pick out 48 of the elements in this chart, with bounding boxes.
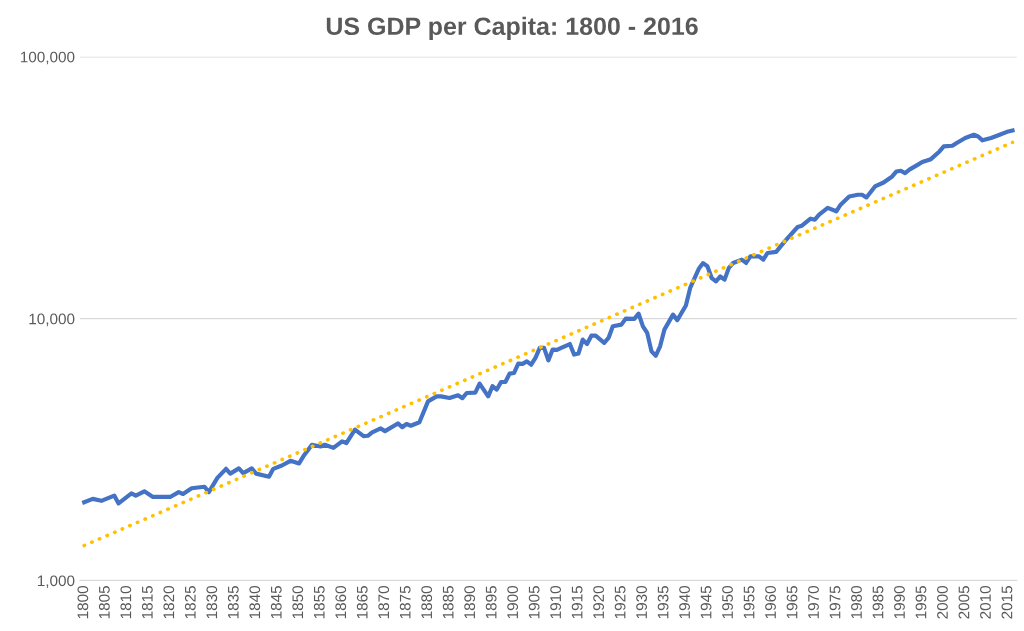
x-tick-label: 1940 — [679, 585, 690, 619]
x-tick-label: 1925 — [614, 586, 626, 619]
x-tick-label: 1835 — [227, 586, 239, 619]
x-tick-label: 1805 — [98, 586, 110, 619]
y-tick-label: 10,000 — [29, 313, 75, 327]
x-tick-label: 2010 — [980, 585, 991, 619]
x-tick-label: 1930 — [636, 585, 648, 619]
x-tick-label: 1845 — [270, 586, 282, 619]
x-tick-label: 1815 — [141, 586, 153, 619]
x-tick-label: 1885 — [442, 586, 454, 619]
x-tick-label: 1960 — [765, 585, 776, 619]
x-tick-label: 1800 — [77, 585, 89, 619]
x-tick-label: 1970 — [808, 585, 819, 619]
x-tick-label: 1865 — [356, 586, 368, 619]
x-tick-label: 2000 — [937, 585, 948, 619]
x-tick-label: 1890 — [464, 585, 476, 619]
x-tick-label: 1935 — [657, 586, 669, 619]
x-tick-label: 1985 — [872, 586, 884, 619]
x-tick-label: 1850 — [292, 585, 304, 619]
x-tick-label: 2015 — [1001, 586, 1013, 619]
x-tick-label: 1875 — [399, 586, 411, 619]
x-tick-label: 2005 — [958, 586, 970, 619]
x-tick-label: 1905 — [528, 586, 540, 619]
x-tick-label: 1990 — [894, 585, 905, 619]
x-tick-label: 1950 — [722, 585, 733, 619]
x-tick-label: 1920 — [593, 585, 605, 619]
x-tick-label: 1895 — [485, 586, 497, 619]
y-tick-label: 100,000 — [20, 51, 75, 65]
x-tick-label: 1830 — [206, 585, 218, 619]
x-tick-label: 1910 — [550, 585, 562, 619]
x-tick-label: 1995 — [915, 586, 927, 619]
x-tick-label: 1900 — [507, 585, 519, 619]
x-tick-label: 1820 — [163, 585, 175, 619]
chart-title: US GDP per Capita: 1800 - 2016 — [326, 16, 698, 41]
x-tick-label: 1855 — [313, 586, 325, 619]
x-tick-label: 1980 — [851, 585, 862, 619]
x-tick-label: 1975 — [829, 586, 841, 619]
y-tick-label: 1,000 — [37, 575, 75, 589]
x-tick-label: 1825 — [184, 586, 196, 619]
x-tick-label: 1880 — [421, 585, 433, 619]
x-tick-label: 1860 — [335, 585, 347, 619]
x-tick-label: 1955 — [743, 586, 755, 619]
x-tick-label: 1840 — [249, 585, 261, 619]
x-tick-label: 1965 — [786, 586, 798, 619]
x-tick-label: 1870 — [378, 585, 390, 619]
x-tick-label: 1810 — [120, 585, 132, 619]
x-tick-label: 1915 — [571, 586, 583, 619]
x-tick-label: 1945 — [700, 586, 712, 619]
